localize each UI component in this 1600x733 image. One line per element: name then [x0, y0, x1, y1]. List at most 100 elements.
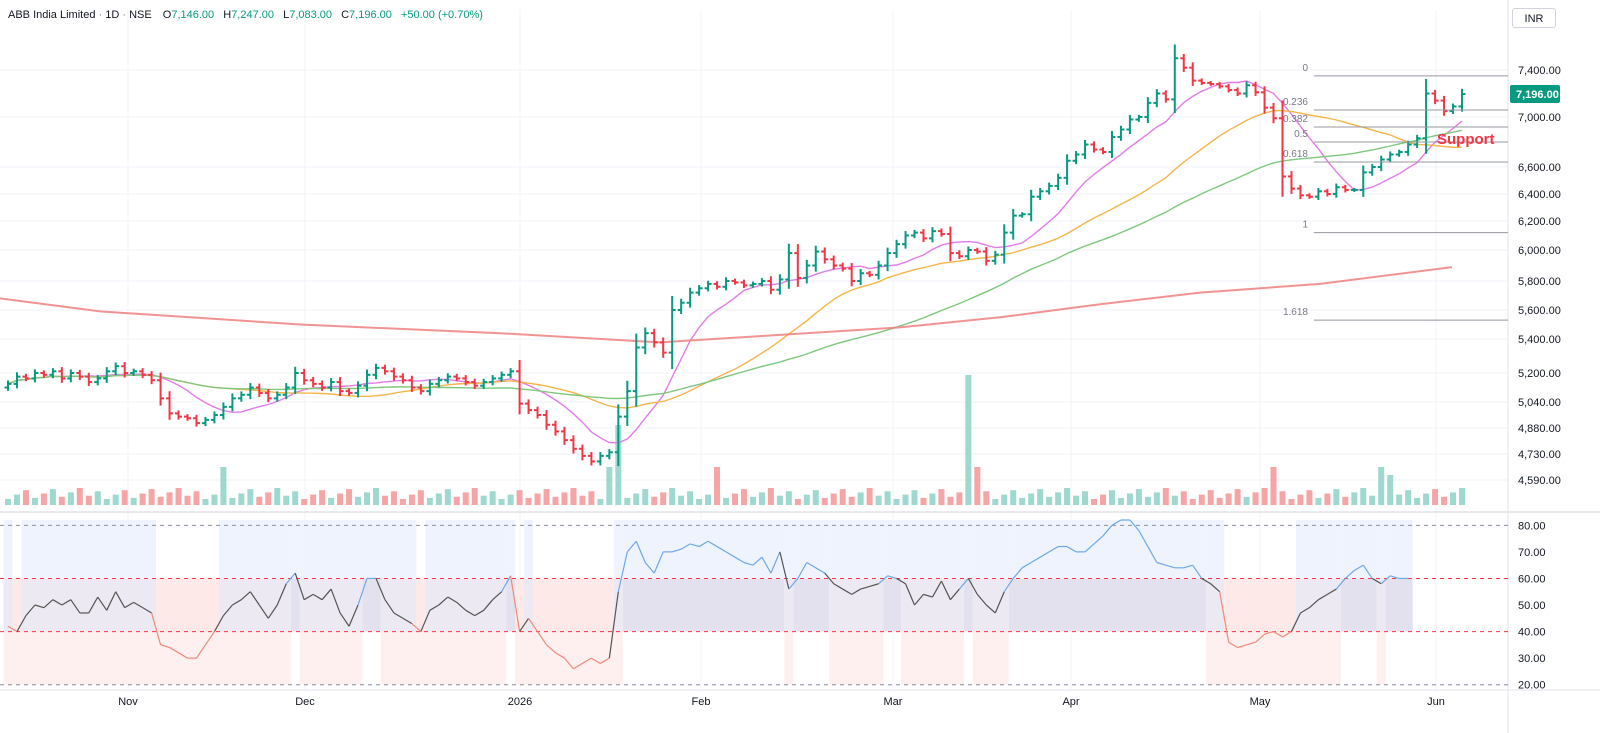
- rsi-segment: [258, 604, 269, 619]
- ohlc-bar: [67, 369, 75, 383]
- volume-bar: [49, 489, 56, 505]
- rsi-segment: [1237, 644, 1247, 649]
- volume-bar: [462, 492, 469, 505]
- volume-bar: [1180, 491, 1187, 505]
- ohlc-bar: [489, 375, 497, 386]
- rsi-segment: [276, 583, 287, 606]
- ohlc-bar: [148, 371, 156, 385]
- ohlc-bar: [668, 296, 676, 370]
- rsi-segment: [797, 562, 808, 579]
- volume-bar: [1243, 496, 1250, 505]
- high-value: 7,247.00: [231, 9, 275, 21]
- rsi-segment: [904, 583, 916, 606]
- rsi-zone-upper: [362, 520, 381, 579]
- rsi-segment: [1093, 535, 1104, 545]
- ohlc-bar: [1216, 81, 1224, 89]
- volume-bar: [848, 496, 855, 505]
- volume-bar: [1019, 497, 1026, 505]
- rsi-line: [7, 519, 1409, 670]
- rsi-segment: [626, 540, 637, 553]
- ohlc-bar: [776, 274, 784, 295]
- rsi-zone-upper: [21, 520, 157, 579]
- ohlc-bar: [264, 389, 272, 403]
- ohlc-bar: [830, 255, 838, 270]
- volume-bar: [678, 495, 685, 505]
- volume-bar: [1396, 494, 1403, 505]
- ohlc-bar: [381, 364, 389, 375]
- ohlc-bar: [139, 368, 147, 379]
- volume-bar: [1216, 497, 1223, 505]
- rsi-segment: [222, 604, 233, 617]
- rsi-segment: [88, 596, 99, 614]
- rsi-segment: [779, 551, 790, 590]
- volume-bar: [597, 499, 604, 505]
- ohlc-bar: [49, 368, 57, 379]
- volume-bar: [139, 493, 146, 505]
- ohlc-bar: [534, 406, 542, 419]
- volume-bar: [1387, 475, 1394, 505]
- volume-bar: [238, 493, 245, 505]
- rsi-segment: [1344, 570, 1355, 579]
- rsi-segment: [456, 601, 467, 611]
- price-tick-label: 4,730.00: [1518, 449, 1561, 461]
- rsi-segment: [653, 551, 664, 574]
- volume-bar: [1126, 493, 1133, 505]
- ohlc-bar: [1350, 187, 1358, 192]
- low-value: 7,083.00: [289, 9, 333, 21]
- ohlc-bar: [22, 373, 30, 382]
- rsi-zone-mid: [1376, 578, 1386, 632]
- rsi-segment: [1300, 607, 1310, 614]
- ohlc-bar: [201, 416, 209, 427]
- rsi-segment: [958, 578, 969, 590]
- volume-bar: [1073, 495, 1080, 505]
- rsi-zone-mid: [1385, 578, 1413, 632]
- rsi-segment: [985, 604, 996, 614]
- ohlc-bar: [560, 426, 568, 445]
- rsi-segment: [824, 572, 835, 585]
- ohlc-bar: [650, 328, 658, 348]
- ohlc-bar: [363, 369, 371, 392]
- rsi-segment: [994, 591, 1005, 614]
- rsi-segment: [106, 591, 117, 611]
- ohlc-bar: [1225, 83, 1233, 93]
- volume-bar: [1306, 490, 1313, 505]
- ohlc-bar: [596, 452, 604, 466]
- rsi-tick-label: 70.00: [1518, 547, 1546, 559]
- rsi-segment: [1335, 578, 1346, 590]
- ohlc-bar: [1332, 183, 1340, 198]
- rsi-segment: [357, 578, 368, 606]
- volume-bar: [247, 489, 254, 505]
- ohlc-bar: [336, 377, 344, 397]
- volume-bar: [1046, 496, 1053, 505]
- rsi-segment: [285, 572, 296, 585]
- rsi-zone-lower: [972, 631, 1009, 685]
- ohlc-bar: [471, 378, 479, 390]
- volume-bar: [642, 489, 649, 505]
- rsi-zone-mid: [515, 578, 525, 632]
- support-annotation[interactable]: Support: [1437, 131, 1495, 148]
- ohlc-bar: [1252, 81, 1260, 96]
- volume-bar: [687, 491, 694, 505]
- rsi-tick-label: 60.00: [1518, 573, 1546, 585]
- volume-bar: [1261, 488, 1268, 505]
- ohlc-bar: [112, 362, 120, 376]
- rsi-segment: [1030, 556, 1041, 564]
- rsi-segment: [1282, 631, 1292, 638]
- rsi-segment: [761, 556, 772, 574]
- rsi-segment: [1165, 564, 1175, 569]
- currency-button[interactable]: INR: [1512, 8, 1556, 28]
- symbol-name[interactable]: ABB India Limited: [8, 9, 96, 21]
- ohlc-bar: [1198, 78, 1206, 86]
- rsi-segment: [564, 657, 574, 670]
- interval-label[interactable]: 1D: [105, 9, 120, 21]
- ohlc-bar: [1144, 97, 1152, 124]
- volume-bar: [1333, 489, 1340, 505]
- ohlc-bar: [1045, 182, 1053, 195]
- ohlc-bar: [812, 245, 820, 272]
- rsi-axis-ticks: 80.00 70.00 60.00 50.00 40.00 30.00 20.00: [1518, 520, 1546, 691]
- volume-bar: [534, 493, 541, 505]
- volume-bar: [893, 499, 900, 505]
- ma-slow-line: [7, 129, 1463, 400]
